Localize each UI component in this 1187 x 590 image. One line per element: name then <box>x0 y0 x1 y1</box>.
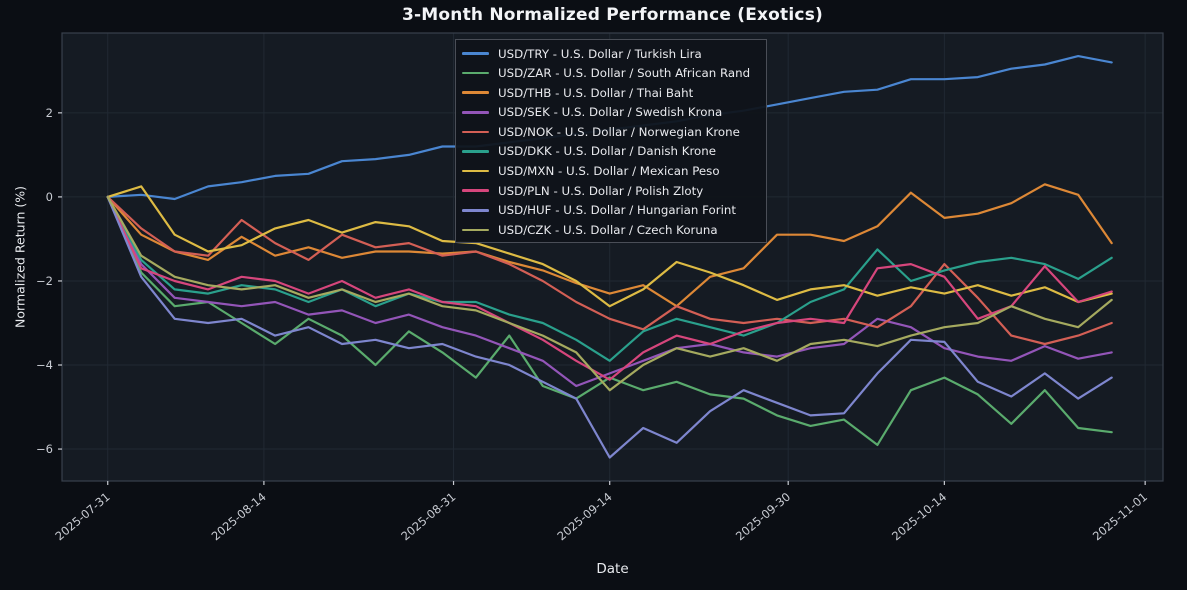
legend-label: USD/TRY - U.S. Dollar / Turkish Lira <box>498 46 702 61</box>
legend-label: USD/NOK - U.S. Dollar / Norwegian Krone <box>498 124 740 139</box>
legend-item-usd-thb: USD/THB - U.S. Dollar / Thai Baht <box>462 85 756 100</box>
legend-line-swatch <box>462 208 489 212</box>
svg-text:−6: −6 <box>36 442 53 456</box>
legend-item-usd-nok: USD/NOK - U.S. Dollar / Norwegian Krone <box>462 124 756 139</box>
svg-text:2025-09-14: 2025-09-14 <box>554 490 614 544</box>
legend-item-usd-mxn: USD/MXN - U.S. Dollar / Mexican Peso <box>462 164 756 179</box>
legend-line-swatch <box>462 130 489 134</box>
svg-text:0: 0 <box>46 190 53 204</box>
chart-title: 3-Month Normalized Performance (Exotics) <box>402 5 823 25</box>
svg-text:2025-10-14: 2025-10-14 <box>889 490 949 544</box>
legend: USD/TRY - U.S. Dollar / Turkish Lira USD/… <box>455 39 767 244</box>
x-axis-label: Date <box>596 561 629 577</box>
legend-line-swatch <box>462 150 489 153</box>
y-axis-label: Normalized Return (%) <box>12 186 28 328</box>
legend-line-swatch <box>462 169 489 173</box>
legend-line-swatch <box>462 189 489 192</box>
legend-label: USD/HUF - U.S. Dollar / Hungarian Forint <box>498 203 736 218</box>
svg-text:2025-07-31: 2025-07-31 <box>52 490 112 544</box>
svg-text:2025-08-14: 2025-08-14 <box>209 490 269 544</box>
legend-item-usd-dkk: USD/DKK - U.S. Dollar / Danish Krone <box>462 144 756 159</box>
legend-line-swatch <box>462 228 489 232</box>
legend-item-usd-zar: USD/ZAR - U.S. Dollar / South African Ra… <box>462 66 756 81</box>
legend-label: USD/THB - U.S. Dollar / Thai Baht <box>498 85 694 100</box>
legend-item-usd-huf: USD/HUF - U.S. Dollar / Hungarian Forint <box>462 203 756 218</box>
legend-item-usd-pln: USD/PLN - U.S. Dollar / Polish Zloty <box>462 183 756 198</box>
svg-text:2025-11-01: 2025-11-01 <box>1090 490 1150 544</box>
svg-text:−2: −2 <box>36 274 53 288</box>
svg-text:2025-09-30: 2025-09-30 <box>733 490 793 544</box>
legend-label: USD/MXN - U.S. Dollar / Mexican Peso <box>498 164 720 179</box>
legend-line-swatch <box>462 71 489 75</box>
legend-label: USD/PLN - U.S. Dollar / Polish Zloty <box>498 183 704 198</box>
legend-line-swatch <box>462 110 489 114</box>
legend-label: USD/SEK - U.S. Dollar / Swedish Krona <box>498 105 723 120</box>
legend-label: USD/CZK - U.S. Dollar / Czech Koruna <box>498 222 718 237</box>
svg-text:−4: −4 <box>36 358 53 372</box>
svg-text:2: 2 <box>46 106 53 120</box>
legend-label: USD/DKK - U.S. Dollar / Danish Krone <box>498 144 716 159</box>
legend-item-usd-try: USD/TRY - U.S. Dollar / Turkish Lira <box>462 46 756 61</box>
legend-label: USD/ZAR - U.S. Dollar / South African Ra… <box>498 66 751 81</box>
svg-text:2025-08-31: 2025-08-31 <box>398 490 458 544</box>
legend-line-swatch <box>462 91 489 94</box>
legend-item-usd-czk: USD/CZK - U.S. Dollar / Czech Koruna <box>462 222 756 237</box>
legend-item-usd-sek: USD/SEK - U.S. Dollar / Swedish Krona <box>462 105 756 120</box>
legend-line-swatch <box>462 52 489 55</box>
